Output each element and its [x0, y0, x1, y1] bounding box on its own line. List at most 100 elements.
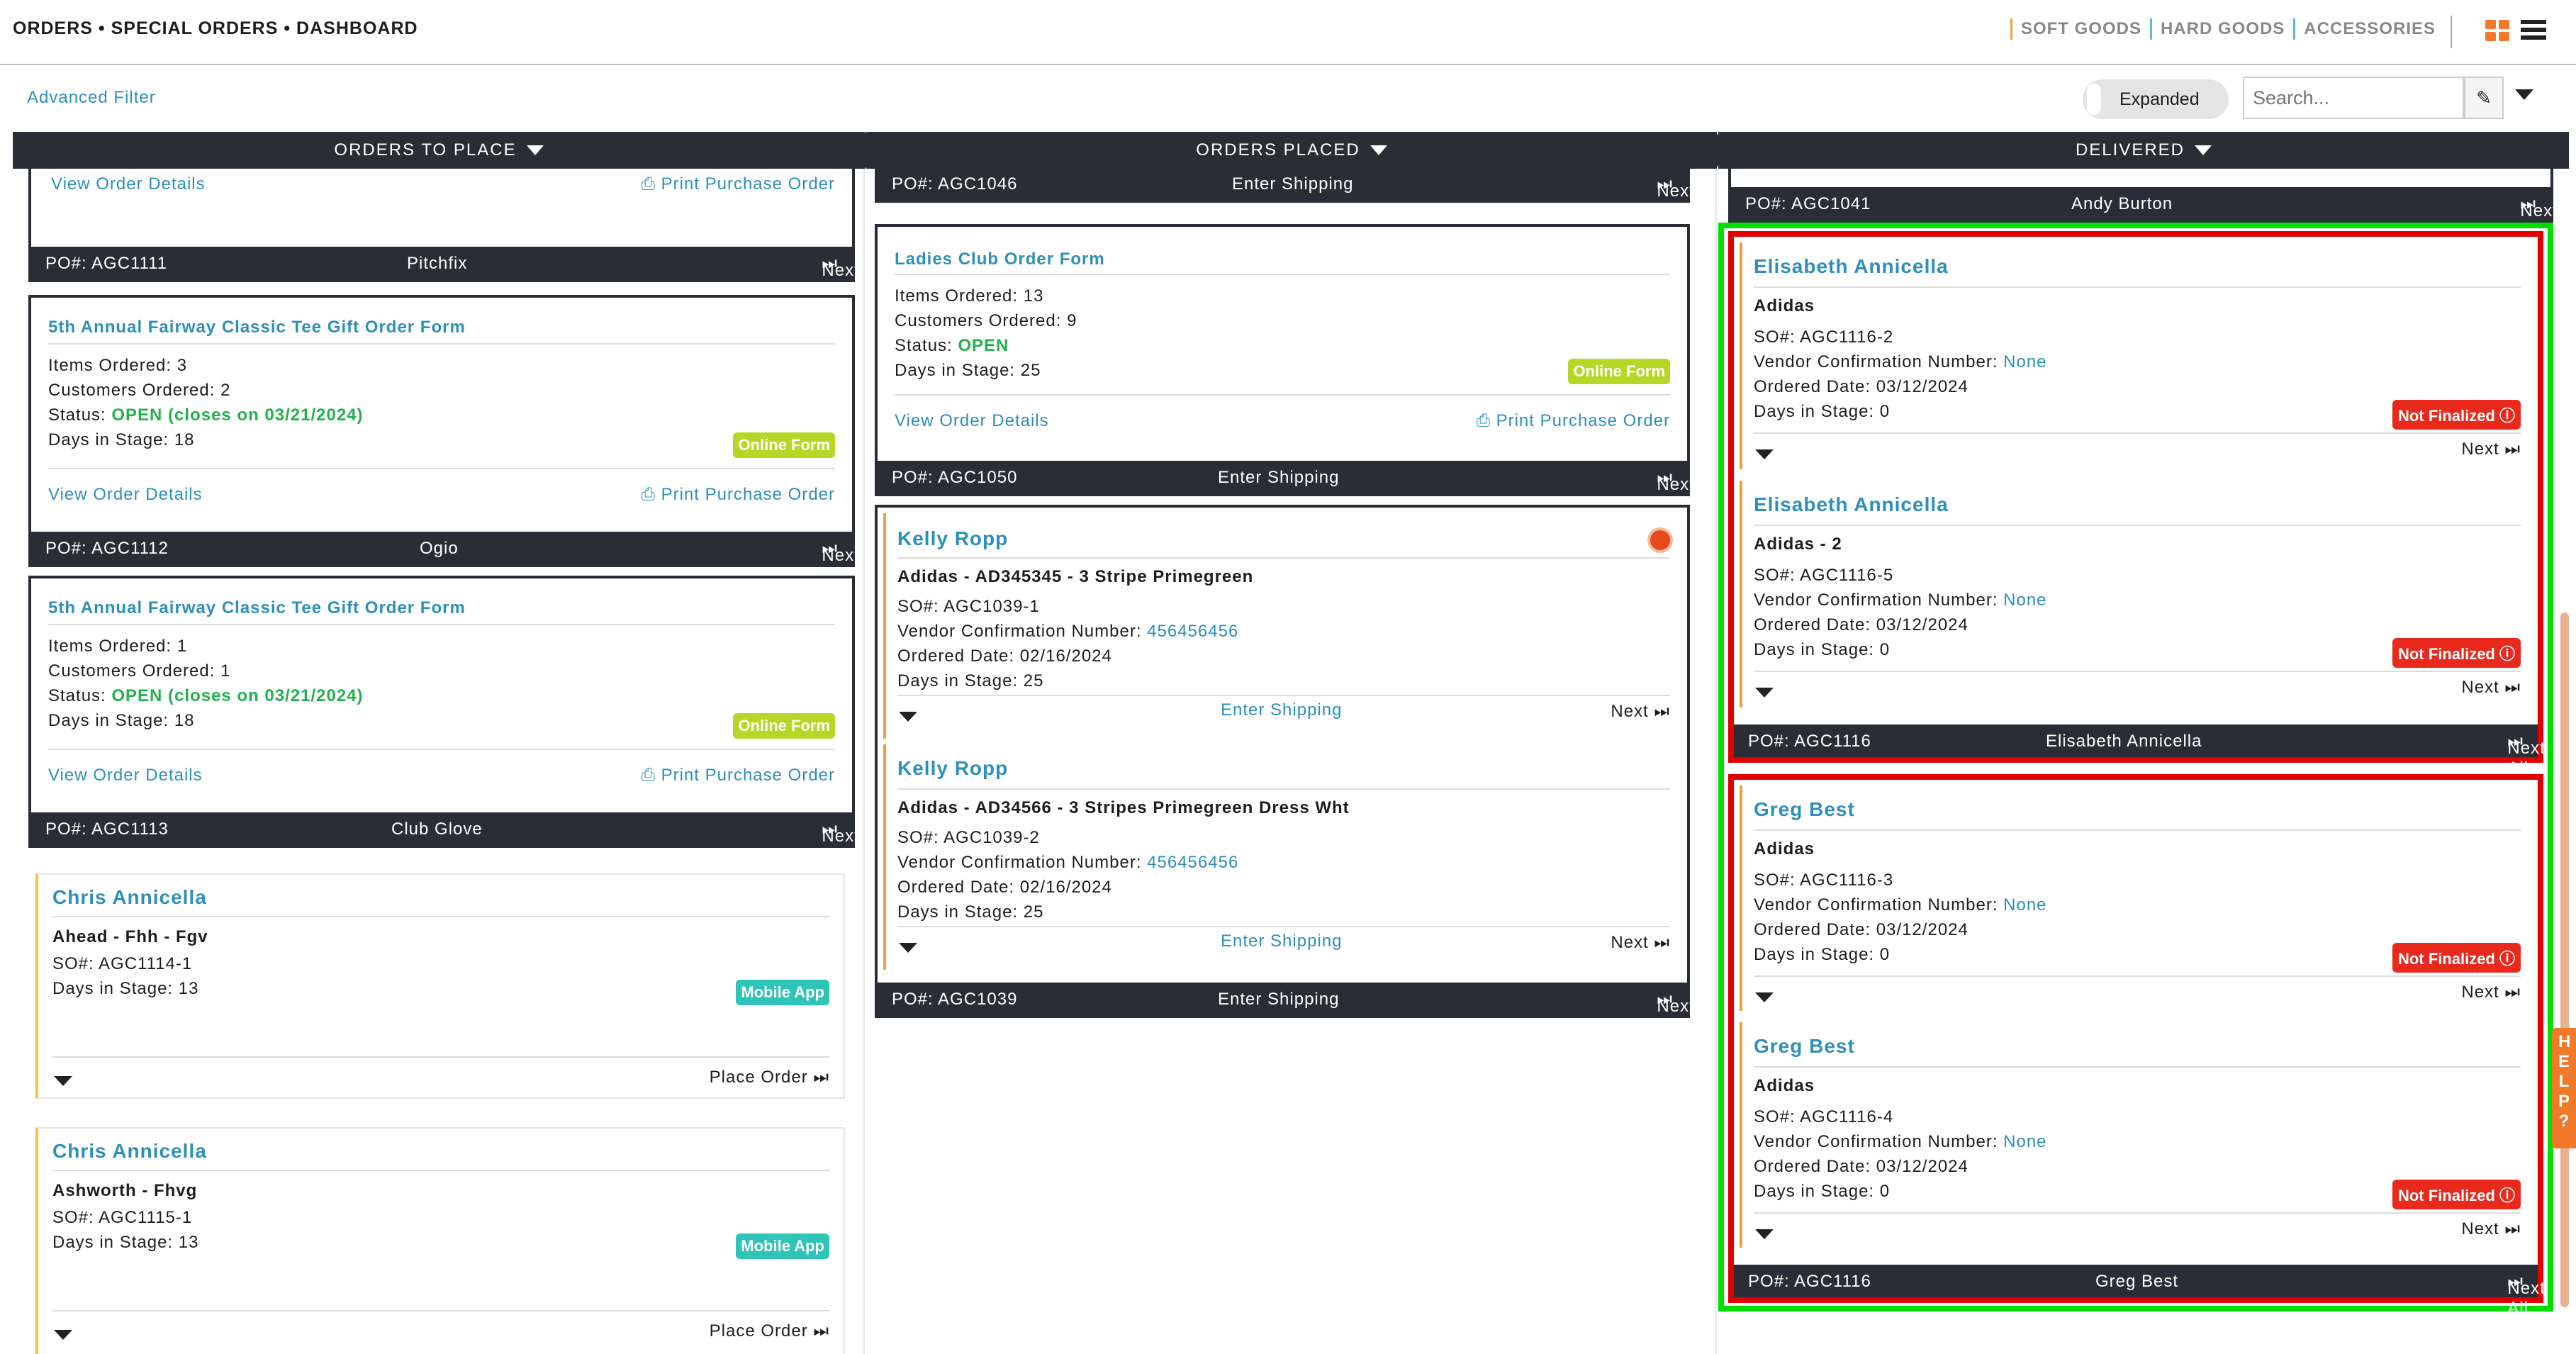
order-card: PO#: AGC1046 Enter Shipping Next All ⏭ [875, 169, 1695, 220]
days-in-stage: Days in Stage: 25 [897, 671, 1044, 690]
next-button[interactable]: Next ⏭ [1611, 702, 1670, 721]
customer-name[interactable]: Chris Annicella [52, 1140, 207, 1162]
breadcrumb: ORDERS • SPECIAL ORDERS • DASHBOARD [13, 18, 418, 38]
enter-shipping-label[interactable]: Enter Shipping [1218, 990, 1340, 1009]
form-title[interactable]: 5th Annual Fairway Classic Tee Gift Orde… [48, 318, 466, 337]
divider [2451, 16, 2452, 48]
category-soft-goods[interactable]: SOFT GOODS [2010, 18, 2150, 40]
divider [1754, 525, 2521, 526]
next-button[interactable]: Next ⏭ [1611, 933, 1670, 952]
status: Status: OPEN (closes on 03/21/2024) [48, 686, 364, 705]
card-footer: PO#: AGC1116 Elisabeth Annicella Next Al… [1734, 724, 2546, 778]
next-all-button[interactable]: Next All ⏭ [2520, 194, 2558, 240]
days-in-stage: Days in Stage: 0 [1754, 1182, 1891, 1201]
enter-shipping-link[interactable]: Enter Shipping [1221, 931, 1343, 951]
sub-order: Kelly Ropp Adidas - AD345345 - 3 Stripe … [883, 513, 1681, 739]
category-nav: SOFT GOODS HARD GOODS ACCESSORIES [2010, 18, 2444, 40]
divider [52, 1170, 829, 1171]
expand-caret-icon[interactable] [1755, 449, 1774, 459]
grid-view-icon[interactable] [2485, 20, 2509, 41]
column-header-orders-to-place[interactable]: ORDERS TO PLACE [13, 132, 865, 169]
days-in-stage: Days in Stage: 18 [48, 430, 195, 449]
expand-caret-icon[interactable] [899, 943, 917, 953]
customer-name[interactable]: Kelly Ropp [897, 527, 1009, 549]
next-all-button[interactable]: Next All ⏭ [822, 539, 860, 585]
next-all-button[interactable]: Next All ⏭ [2507, 732, 2546, 778]
product-name: Adidas [1754, 1076, 1815, 1095]
next-all-button[interactable]: Next All ⏭ [1657, 468, 1695, 514]
expand-caret-icon[interactable] [1755, 992, 1774, 1002]
next-all-button[interactable]: Next All ⏭ [1657, 990, 1695, 1036]
customer-name[interactable]: Kelly Ropp [897, 757, 1009, 779]
customer-name[interactable]: Greg Best [1754, 798, 1855, 820]
so-number: SO#: AGC1116-4 [1754, 1107, 1894, 1126]
status: Status: OPEN (closes on 03/21/2024) [48, 405, 364, 425]
form-title[interactable]: 5th Annual Fairway Classic Tee Gift Orde… [48, 598, 466, 617]
next-button[interactable]: Next ⏭ [2461, 678, 2521, 697]
print-po-link[interactable]: ⎙ Print Purchase Order [641, 174, 835, 194]
purchase-order-card: Elisabeth Annicella Adidas SO#: AGC1116-… [1728, 231, 2546, 778]
next-button[interactable]: Next ⏭ [2461, 1219, 2521, 1238]
expand-caret-icon[interactable] [54, 1076, 72, 1086]
next-all-button[interactable]: Next All ⏭ [822, 254, 860, 300]
enter-shipping-label[interactable]: Enter Shipping [1232, 174, 1354, 194]
divider [1754, 829, 2521, 831]
divider [52, 916, 829, 917]
customer-name[interactable]: Elisabeth Annicella [1754, 493, 1949, 515]
online-form-badge: Online Form [733, 713, 835, 739]
customer-order-card: Chris Annicella Ashworth - Fhvg SO#: AGC… [35, 1127, 845, 1354]
customer-name[interactable]: Greg Best [1754, 1035, 1855, 1057]
next-button[interactable]: Next ⏭ [2461, 983, 2521, 1002]
print-po-link[interactable]: ⎙ Print Purchase Order [1476, 411, 1670, 430]
vendor-confirmation: Vendor Confirmation Number: 456456456 [897, 853, 1239, 872]
product-name: Adidas - AD34566 - 3 Stripes Primegreen … [897, 798, 1350, 817]
next-all-button[interactable]: Next All ⏭ [1657, 174, 1695, 220]
list-view-icon[interactable] [2521, 20, 2546, 41]
next-all-button[interactable]: Next All ⏭ [822, 819, 860, 866]
view-order-details-link[interactable]: View Order Details [48, 485, 203, 504]
help-tab[interactable]: HELP? [2552, 1028, 2576, 1148]
product-name: Adidas - 2 [1754, 535, 1842, 554]
eraser-icon[interactable]: ✎ [2464, 77, 2504, 119]
scrollbar[interactable] [2560, 612, 2569, 1307]
next-button[interactable]: Next ⏭ [2461, 440, 2521, 459]
place-order-button[interactable]: Place Order ⏭ [709, 1068, 829, 1087]
chevron-down-icon[interactable] [2515, 89, 2533, 100]
advanced-filter-link[interactable]: Advanced Filter [27, 88, 156, 107]
customer-name[interactable]: Chris Annicella [52, 886, 207, 908]
ordered-date: Ordered Date: 03/12/2024 [1754, 377, 1969, 396]
expand-caret-icon[interactable] [899, 712, 917, 722]
print-po-link[interactable]: ⎙ Print Purchase Order [641, 766, 835, 785]
product-name: Adidas [1754, 839, 1815, 858]
online-form-badge: Online Form [1568, 359, 1670, 384]
search-input[interactable] [2243, 77, 2464, 119]
next-all-button[interactable]: Next All ⏭ [2507, 1272, 2546, 1318]
view-order-details-link[interactable]: View Order Details [895, 411, 1049, 430]
enter-shipping-link[interactable]: Enter Shipping [1221, 700, 1343, 720]
column-header-orders-placed[interactable]: ORDERS PLACED [866, 132, 1717, 169]
mobile-app-badge: Mobile App [736, 1233, 829, 1259]
expand-caret-icon[interactable] [1755, 1229, 1774, 1239]
expand-caret-icon[interactable] [1755, 688, 1774, 698]
category-hard-goods[interactable]: HARD GOODS [2149, 18, 2293, 40]
print-po-link[interactable]: ⎙ Print Purchase Order [641, 485, 835, 504]
divider [895, 394, 1670, 396]
enter-shipping-label[interactable]: Enter Shipping [1218, 468, 1340, 487]
divider [897, 557, 1670, 559]
form-title[interactable]: Ladies Club Order Form [895, 250, 1105, 269]
expanded-toggle[interactable]: Expanded [2083, 79, 2229, 119]
view-order-details-link[interactable]: View Order Details [48, 766, 203, 785]
view-order-details-link[interactable]: View Order Details [51, 174, 206, 194]
divider [1754, 975, 2521, 977]
column-header-delivered[interactable]: DELIVERED [1718, 132, 2569, 169]
card-footer: PO#: AGC1041 Andy Burton Next All ⏭ [1731, 187, 2558, 240]
place-order-button[interactable]: Place Order ⏭ [709, 1321, 829, 1341]
category-accessories[interactable]: ACCESSORIES [2293, 18, 2444, 40]
divider [48, 624, 835, 625]
shipping-status-icon [1647, 527, 1673, 553]
customer-name[interactable]: Elisabeth Annicella [1754, 255, 1949, 277]
card-footer: PO#: AGC1111 Pitchfix Next All ⏭ [31, 247, 860, 300]
order-form-card: 5th Annual Fairway Classic Tee Gift Orde… [28, 295, 860, 585]
card-footer: PO#: AGC1113 Club Glove Next All ⏭ [31, 812, 860, 866]
expand-caret-icon[interactable] [54, 1330, 72, 1340]
